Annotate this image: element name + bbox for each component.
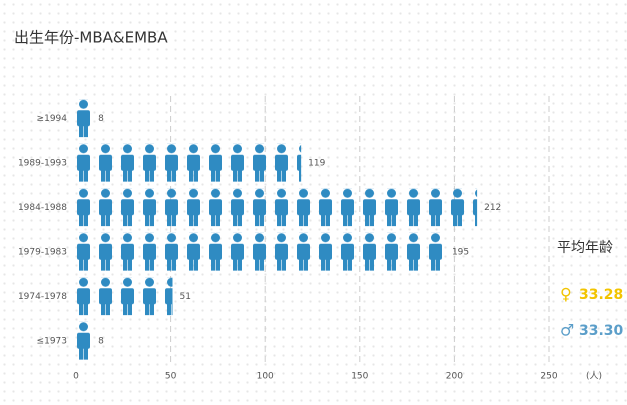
x-tick-label: 150 xyxy=(351,372,368,382)
x-tick-label: 0 xyxy=(73,372,79,382)
female-average: 33.28 xyxy=(579,287,623,303)
pictogram-bar xyxy=(76,277,173,316)
value-label: 8 xyxy=(98,114,104,124)
value-label: 8 xyxy=(98,336,104,346)
female-symbol: ♀ xyxy=(560,285,572,304)
chart-title: 出生年份-MBA&EMBA xyxy=(14,29,168,47)
side-title: 平均年龄 xyxy=(557,240,613,256)
y-tick-label: ≤1973 xyxy=(37,336,67,346)
pictogram-bar xyxy=(76,188,478,227)
x-unit: (人) xyxy=(586,371,602,382)
y-tick-label: 1974-1978 xyxy=(18,292,67,302)
male-average: 33.30 xyxy=(579,323,624,339)
x-tick-label: 250 xyxy=(540,372,557,382)
value-label: 212 xyxy=(484,203,501,213)
pictogram-bar xyxy=(76,143,302,182)
value-label: 51 xyxy=(179,292,190,302)
value-label: 195 xyxy=(452,247,469,257)
y-tick-label: ≥1994 xyxy=(37,114,68,124)
male-symbol: ♂ xyxy=(560,321,574,340)
pictogram-bar xyxy=(76,99,92,138)
value-label: 119 xyxy=(308,158,325,168)
x-tick-label: 200 xyxy=(446,372,463,382)
pictogram-bar xyxy=(76,232,445,271)
x-tick-label: 50 xyxy=(165,372,177,382)
y-tick-label: 1979-1983 xyxy=(18,247,67,257)
y-tick-label: 1989-1993 xyxy=(18,158,67,168)
pictogram-bar xyxy=(76,321,92,360)
y-tick-label: 1984-1988 xyxy=(18,203,67,213)
x-tick-label: 100 xyxy=(257,372,274,382)
